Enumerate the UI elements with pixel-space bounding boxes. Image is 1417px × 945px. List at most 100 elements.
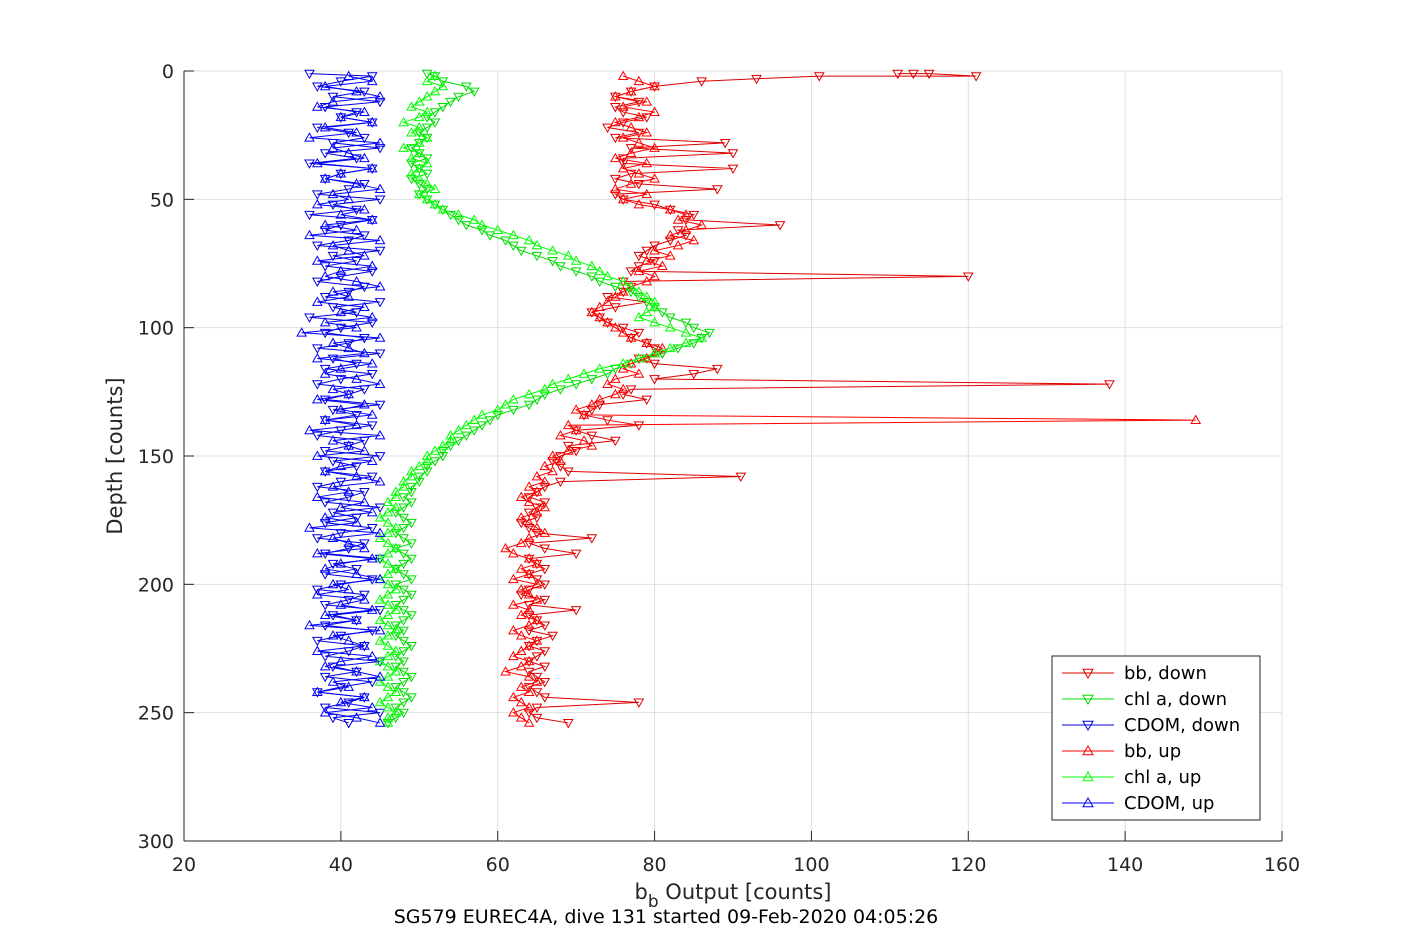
point-1-81 xyxy=(406,482,417,493)
point-1-19 xyxy=(413,164,425,175)
point-3-20 xyxy=(649,173,660,183)
point-1-91 xyxy=(398,534,409,544)
point-4-18 xyxy=(413,163,425,173)
point-1-26 xyxy=(429,200,441,210)
point-4-42 xyxy=(633,286,645,296)
point-3-63 xyxy=(594,394,606,404)
point-0-125 xyxy=(531,688,543,698)
point-2-100 xyxy=(335,580,347,590)
point-4-31 xyxy=(508,229,519,240)
point-5-30 xyxy=(351,224,362,235)
point-5-115 xyxy=(319,660,331,671)
point-3-98 xyxy=(508,573,519,584)
point-1-101 xyxy=(398,585,409,595)
point-5-103 xyxy=(335,599,347,609)
point-0-78 xyxy=(570,446,582,457)
point-4-36 xyxy=(570,255,582,265)
point-0-73 xyxy=(633,421,645,431)
series-5 xyxy=(296,70,386,727)
point-5-99 xyxy=(327,578,339,589)
point-4-93 xyxy=(382,548,394,558)
point-5-74 xyxy=(311,450,323,460)
point-1-15 xyxy=(406,144,417,154)
point-3-75 xyxy=(555,455,566,466)
point-3-85 xyxy=(531,506,543,517)
point-5-113 xyxy=(366,650,378,661)
point-1-112 xyxy=(406,642,417,652)
point-0-47 xyxy=(617,287,629,298)
point-5-119 xyxy=(343,681,355,691)
x-axis-label: bb Output [counts] xyxy=(634,880,831,912)
point-0-114 xyxy=(547,631,558,642)
point-2-18 xyxy=(304,159,315,169)
point-2-0 xyxy=(304,69,315,80)
point-2-6 xyxy=(374,97,386,108)
legend-marker-4 xyxy=(1082,770,1094,782)
point-1-24 xyxy=(413,190,425,200)
point-0-94 xyxy=(531,529,543,539)
point-0-122 xyxy=(531,672,543,683)
point-2-125 xyxy=(374,708,386,719)
point-4-62 xyxy=(523,388,535,399)
point-2-52 xyxy=(359,334,370,344)
point-4-7 xyxy=(421,106,433,116)
point-3-99 xyxy=(531,578,543,589)
point-4-84 xyxy=(390,501,402,512)
point-3-25 xyxy=(633,198,645,209)
point-1-61 xyxy=(570,380,582,390)
point-4-59 xyxy=(562,373,574,383)
point-4-122 xyxy=(374,696,386,707)
point-0-105 xyxy=(523,585,535,595)
point-2-93 xyxy=(343,544,355,554)
point-3-16 xyxy=(609,152,621,163)
point-4-37 xyxy=(586,260,598,270)
point-2-97 xyxy=(351,565,362,575)
point-1-21 xyxy=(406,174,417,185)
point-0-97 xyxy=(539,544,551,554)
legend: bb, down chl a, down CDOM, down bb, up chl a… xyxy=(1051,655,1261,821)
point-2-49 xyxy=(366,318,378,329)
point-5-17 xyxy=(311,157,323,168)
point-4-123 xyxy=(382,702,394,712)
point-4-110 xyxy=(374,635,386,645)
point-0-104 xyxy=(539,580,551,590)
point-1-69 xyxy=(476,421,488,431)
x-tick-label-0: 20 xyxy=(172,854,196,876)
point-5-34 xyxy=(343,245,355,255)
legend-marker-0 xyxy=(1082,668,1094,680)
point-5-112 xyxy=(311,645,323,655)
point-4-89 xyxy=(382,527,394,537)
point-0-18 xyxy=(719,138,731,149)
point-5-15 xyxy=(343,147,355,158)
point-4-115 xyxy=(382,660,394,671)
point-4-102 xyxy=(374,594,386,604)
point-4-43 xyxy=(641,291,653,301)
point-4-35 xyxy=(562,250,574,260)
point-1-122 xyxy=(406,693,417,703)
point-5-98 xyxy=(374,573,386,584)
point-0-20 xyxy=(727,149,739,159)
point-5-47 xyxy=(366,311,378,322)
point-0-52 xyxy=(594,313,606,323)
point-5-1 xyxy=(366,75,378,86)
point-2-89 xyxy=(366,523,378,534)
point-5-18 xyxy=(366,163,378,173)
point-0-62 xyxy=(711,364,723,375)
point-0-127 xyxy=(633,698,645,708)
point-2-1 xyxy=(366,72,378,82)
point-3-23 xyxy=(641,188,653,199)
point-5-102 xyxy=(359,594,370,604)
point-2-23 xyxy=(343,185,355,195)
point-5-126 xyxy=(374,717,386,727)
point-3-0 xyxy=(617,70,629,81)
point-3-90 xyxy=(523,532,535,543)
point-0-4 xyxy=(813,72,825,82)
point-2-66 xyxy=(327,405,339,416)
point-1-29 xyxy=(453,215,464,226)
point-5-91 xyxy=(343,537,355,548)
point-4-100 xyxy=(390,583,402,594)
point-5-87 xyxy=(351,517,362,527)
point-4-6 xyxy=(406,101,417,111)
point-5-26 xyxy=(359,204,370,214)
point-3-19 xyxy=(633,168,645,178)
